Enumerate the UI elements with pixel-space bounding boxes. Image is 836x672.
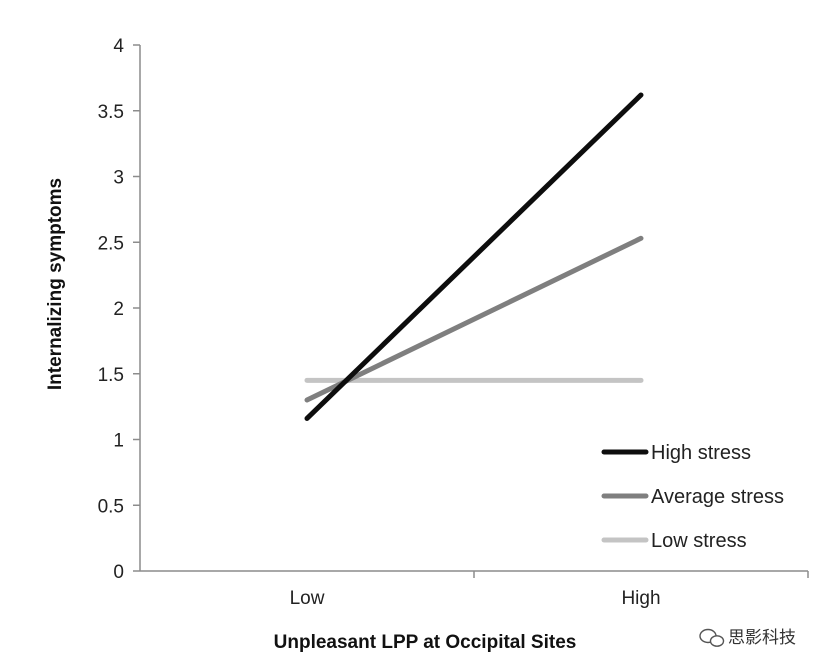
series-lines (304, 92, 644, 421)
series-line-high-stress (304, 92, 644, 421)
x-axis: Low High (140, 570, 809, 609)
wechat-icon (699, 628, 725, 647)
watermark-text: 思影科技 (728, 628, 796, 648)
watermark: 思影科技 (699, 628, 796, 648)
y-tick-label: 3.5 (98, 102, 124, 123)
y-axis-title: Internalizing symptoms (45, 178, 66, 390)
legend-label: High stress (651, 442, 751, 464)
y-tick-label: 3 (113, 168, 124, 189)
legend-label: Low stress (651, 530, 747, 552)
legend: High stress Average stress Low stress (601, 442, 784, 552)
x-tick-label: High (621, 588, 660, 609)
series-line-average-stress (304, 235, 644, 403)
x-axis-title: Unpleasant LPP at Occipital Sites (274, 632, 577, 653)
x-tick-label: Low (290, 588, 325, 609)
y-tick-label: 1.5 (98, 365, 124, 386)
x-ticks: Low High (290, 588, 661, 609)
y-tick-label: 1 (113, 431, 124, 452)
y-tick-label: 0.5 (98, 496, 124, 517)
y-tick-label: 4 (113, 36, 124, 57)
y-axis: 0 0.5 1 1.5 2 2.5 3 3.5 4 (98, 36, 141, 583)
legend-label: Average stress (651, 486, 784, 508)
y-tick-label: 0 (113, 562, 124, 583)
y-tick-label: 2 (113, 299, 124, 320)
y-ticks: 0 0.5 1 1.5 2 2.5 3 3.5 4 (98, 36, 140, 583)
y-tick-label: 2.5 (98, 233, 124, 254)
